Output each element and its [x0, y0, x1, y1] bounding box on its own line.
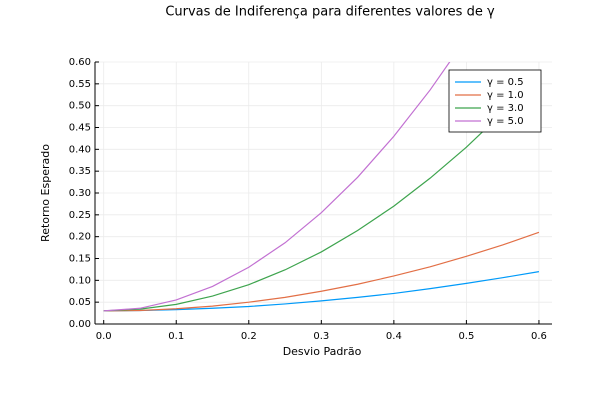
legend-box: [448, 69, 542, 133]
x-tick-label: 0.1: [168, 331, 184, 342]
y-tick-label: 0.55: [69, 79, 91, 90]
line-series: [103, 62, 451, 312]
y-tick-label: 0.60: [69, 57, 91, 68]
y-tick-label: 0.05: [69, 297, 91, 308]
y-tick-label: 0.15: [69, 254, 91, 265]
y-tick-label: 0.30: [69, 188, 91, 199]
y-tick-label: 0.20: [69, 232, 91, 243]
chart-title: Curvas de Indiferença para diferentes va…: [165, 5, 495, 20]
line-series: [103, 271, 540, 312]
y-axis-label: Retorno Esperado: [39, 144, 52, 242]
x-tick-label: 0.5: [458, 331, 474, 342]
y-tick-label: 0.50: [69, 101, 91, 112]
legend-label: γ = 5.0: [487, 116, 524, 127]
x-axis-label: Desvio Padrão: [283, 345, 362, 358]
y-tick-label: 0.35: [69, 166, 91, 177]
y-tick-label: 0.25: [69, 210, 91, 221]
plot-area: [103, 62, 540, 312]
x-tick-label: 0.3: [313, 331, 329, 342]
line-series: [103, 231, 540, 312]
legend-label: γ = 0.5: [487, 77, 524, 88]
y-tick-label: 0.40: [69, 144, 91, 155]
x-tick-label: 0.2: [241, 331, 257, 342]
line-series: [103, 74, 540, 312]
legend-label: γ = 3.0: [487, 103, 524, 114]
x-tick-label: 0.4: [386, 331, 402, 342]
y-tick-label: 0.45: [69, 123, 91, 134]
y-tick-label: 0.10: [69, 275, 91, 286]
y-tick-label: 0.00: [69, 319, 91, 330]
x-tick-label: 0.0: [96, 331, 112, 342]
legend-label: γ = 1.0: [487, 90, 524, 101]
x-tick-label: 0.6: [531, 331, 547, 342]
